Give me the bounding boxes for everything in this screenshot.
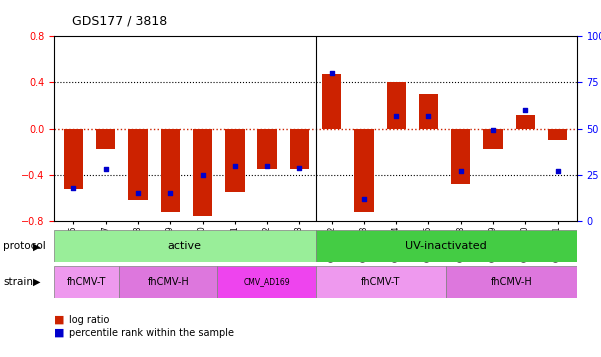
FancyBboxPatch shape [316,230,577,262]
Bar [160,129,180,212]
Bar [419,94,438,129]
Bar [451,129,471,184]
FancyBboxPatch shape [120,266,218,298]
Point [198,172,207,178]
Point [101,166,111,172]
Text: fhCMV-H: fhCMV-H [148,277,189,287]
Bar [386,82,406,129]
Point [327,70,337,76]
Bar [516,115,535,129]
FancyBboxPatch shape [316,266,446,298]
Bar [225,129,245,192]
Text: CMV_AD169: CMV_AD169 [243,277,290,287]
Point [520,107,530,113]
Point [359,196,369,202]
Point [391,113,401,119]
Text: fhCMV-T: fhCMV-T [67,277,106,287]
Bar [96,129,115,149]
Point [294,165,304,170]
Bar [483,129,502,149]
Point [69,185,78,191]
Point [230,163,240,169]
Point [456,169,466,174]
FancyBboxPatch shape [446,266,577,298]
Text: protocol: protocol [3,241,46,251]
Point [165,191,175,196]
Text: fhCMV-T: fhCMV-T [361,277,401,287]
Point [133,191,143,196]
Text: GDS177 / 3818: GDS177 / 3818 [72,15,167,28]
Text: strain: strain [3,277,33,287]
Bar [129,129,148,200]
Text: active: active [168,241,202,251]
Bar [257,129,277,169]
Point [424,113,433,119]
Text: ▶: ▶ [33,241,40,251]
Bar [64,129,83,189]
FancyBboxPatch shape [218,266,316,298]
Point [262,163,272,169]
FancyBboxPatch shape [54,266,120,298]
Text: percentile rank within the sample: percentile rank within the sample [69,328,234,338]
Point [553,169,563,174]
Text: fhCMV-H: fhCMV-H [491,277,532,287]
Bar [322,74,341,129]
FancyBboxPatch shape [54,230,316,262]
Bar [193,129,212,216]
Bar [548,129,567,140]
Text: UV-inactivated: UV-inactivated [405,241,487,251]
Bar [290,129,309,169]
Text: ■: ■ [54,315,64,325]
Point [488,127,498,133]
Bar [354,129,374,212]
Text: ▶: ▶ [33,277,40,287]
Text: ■: ■ [54,328,64,338]
Text: log ratio: log ratio [69,315,109,325]
